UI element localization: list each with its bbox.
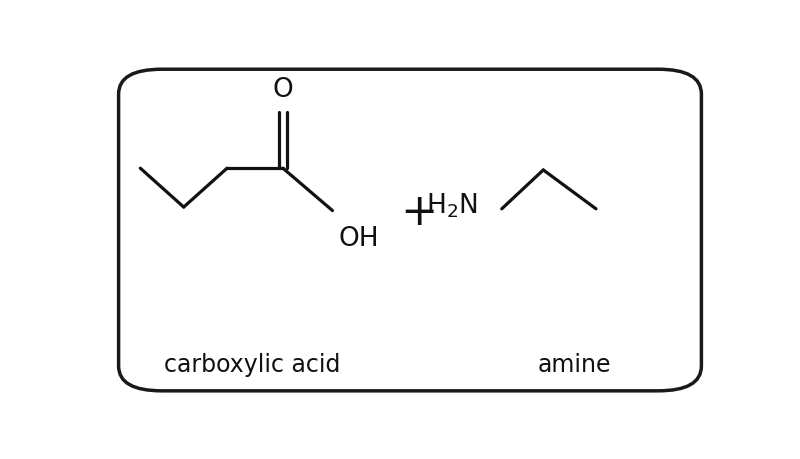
Text: carboxylic acid: carboxylic acid (164, 353, 340, 377)
Text: +: + (401, 191, 438, 234)
FancyBboxPatch shape (118, 69, 702, 391)
Text: H$_2$N: H$_2$N (426, 191, 478, 219)
Text: amine: amine (538, 353, 611, 377)
Text: OH: OH (338, 226, 379, 252)
Text: O: O (273, 77, 294, 103)
